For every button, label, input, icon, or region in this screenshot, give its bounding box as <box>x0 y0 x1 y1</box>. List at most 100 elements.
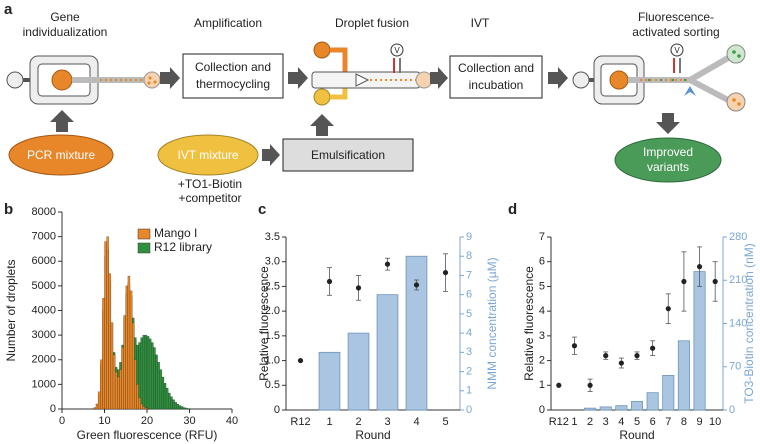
y-tick-label: 1 <box>466 385 472 397</box>
arrow <box>50 110 74 132</box>
step-title: Gene <box>50 10 80 24</box>
histogram-bar <box>127 275 131 410</box>
y-tick-label: 9 <box>466 231 472 243</box>
y-axis-label: Relative fluorescence <box>522 266 536 381</box>
point <box>696 264 703 270</box>
histogram-bar <box>123 315 126 410</box>
y-tick-label: 140 <box>729 317 747 329</box>
point <box>587 382 593 388</box>
x-tick-label: 7 <box>665 416 671 428</box>
x-tick-label: 3 <box>603 416 609 428</box>
x-tick-label: 4 <box>618 416 624 428</box>
bar <box>599 406 612 411</box>
point <box>712 278 718 285</box>
arrow <box>160 67 180 89</box>
chip <box>6 55 161 105</box>
arrow <box>430 67 448 89</box>
y-tick-label: 3 <box>466 346 472 358</box>
histogram-bar <box>102 297 105 410</box>
y-tick-label: 0 <box>274 404 280 416</box>
y-tick-label: 1.0 <box>265 354 280 366</box>
y-tick-label: 8 <box>466 250 472 262</box>
y-tick-label: 0.5 <box>265 379 280 391</box>
step-box <box>449 55 543 99</box>
input-ellipse <box>8 134 114 176</box>
point <box>297 357 304 364</box>
point <box>384 261 391 267</box>
x-tick-label: 9 <box>696 416 702 428</box>
x-axis-label: Green fluorescence (RFU) <box>77 428 218 442</box>
histogram-bar <box>138 397 141 410</box>
histogram-bar <box>180 406 184 410</box>
bar <box>662 374 675 411</box>
histogram-bar <box>129 290 133 410</box>
histogram-bar <box>106 236 109 410</box>
x-tick-label: 4 <box>413 416 419 428</box>
chip <box>572 43 746 112</box>
bar <box>615 405 628 411</box>
y-axis-label: Relative fluorescence <box>257 266 271 381</box>
histogram-bar <box>112 354 116 410</box>
bar <box>693 271 706 411</box>
box-text: Collection and <box>195 60 271 74</box>
step-title: Fluorescence- <box>638 10 714 24</box>
input-ellipse <box>157 134 259 176</box>
y-tick-label: 5 <box>539 280 545 292</box>
legend-swatch <box>137 242 151 254</box>
y-tick-label: 5000 <box>32 280 56 292</box>
x-tick-label: 20 <box>141 415 153 427</box>
y-tick-label: 6 <box>466 289 472 301</box>
histogram-bar <box>161 376 165 410</box>
x-tick-label: R12 <box>290 416 310 428</box>
histogram-bar <box>151 342 154 410</box>
y-tick-label: 1000 <box>32 378 56 390</box>
histogram-bar <box>110 322 114 410</box>
x-tick-label: 6 <box>650 416 656 428</box>
y-tick-label: 8000 <box>32 206 56 218</box>
y-tick-label: 2000 <box>32 354 56 366</box>
y-tick-label: 4 <box>539 305 545 317</box>
histogram-bar <box>136 384 139 410</box>
y-tick-label: 0 <box>50 403 56 415</box>
bar <box>630 400 644 411</box>
legend-swatch <box>137 228 151 240</box>
y-tick-label: 3 <box>539 330 545 342</box>
y-tick-label: 2.0 <box>265 305 280 317</box>
box-text: incubation <box>469 78 524 92</box>
y-tick-label: 2.5 <box>265 280 280 292</box>
histogram-bar <box>155 354 158 410</box>
point <box>571 343 578 349</box>
histogram-bar <box>108 273 112 410</box>
input-label: PCR mixture <box>27 148 95 162</box>
y-tick-label: 1.5 <box>265 330 280 342</box>
y-tick-label: 0 <box>539 404 545 416</box>
histogram-bar <box>121 347 124 410</box>
histogram-bar <box>114 371 118 410</box>
x-tick-label: 10 <box>98 415 110 427</box>
histogram-bar <box>170 396 173 410</box>
bar <box>646 392 659 411</box>
histogram-bar <box>172 399 175 410</box>
point <box>442 269 449 276</box>
point <box>355 285 362 291</box>
step-title: Amplification <box>194 16 262 30</box>
point <box>326 278 333 285</box>
x-tick-label: R12 <box>549 416 569 428</box>
point <box>413 282 420 288</box>
y-tick-label: 7 <box>539 231 545 243</box>
additive: +competitor <box>178 191 241 205</box>
y-tick-label: 7000 <box>32 231 56 243</box>
histogram-bar <box>140 337 143 410</box>
histogram-bar <box>144 407 148 410</box>
box-text: Collection and <box>458 61 534 75</box>
bar <box>376 294 399 411</box>
histogram-bar <box>163 382 167 410</box>
histogram-bar <box>176 403 180 410</box>
point <box>681 278 687 285</box>
step-title: IVT <box>471 16 490 30</box>
histogram-bar <box>178 405 182 410</box>
panel-label: c <box>258 201 266 218</box>
step-title: Droplet fusion <box>335 16 409 30</box>
output-ellipse <box>614 137 722 183</box>
